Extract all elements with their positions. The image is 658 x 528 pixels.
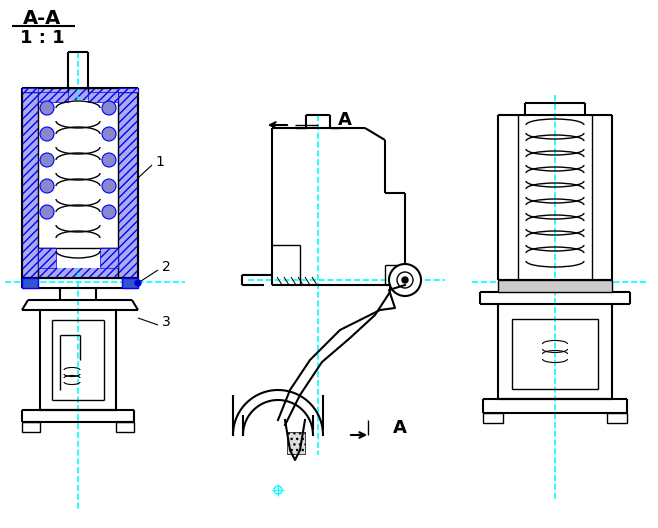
- Circle shape: [102, 179, 116, 193]
- Circle shape: [40, 179, 54, 193]
- Bar: [38, 100, 118, 268]
- Bar: [22, 278, 38, 288]
- Text: 2: 2: [162, 260, 170, 274]
- Bar: [607, 413, 627, 423]
- Circle shape: [135, 280, 141, 286]
- Bar: [118, 88, 138, 92]
- Bar: [22, 88, 38, 92]
- Bar: [22, 422, 40, 432]
- Circle shape: [397, 272, 413, 288]
- Circle shape: [102, 127, 116, 141]
- Bar: [512, 319, 598, 389]
- Text: 3: 3: [162, 315, 170, 329]
- Bar: [498, 280, 612, 292]
- Bar: [40, 310, 116, 410]
- Text: A: A: [338, 111, 352, 129]
- Text: 1 : 1: 1 : 1: [20, 29, 64, 47]
- Circle shape: [102, 153, 116, 167]
- Bar: [116, 422, 134, 432]
- Circle shape: [40, 127, 54, 141]
- Bar: [38, 92, 68, 102]
- Bar: [483, 413, 503, 423]
- Bar: [88, 92, 118, 102]
- Circle shape: [402, 277, 408, 283]
- Bar: [100, 248, 118, 268]
- Bar: [38, 248, 56, 268]
- Bar: [22, 88, 138, 278]
- Circle shape: [40, 153, 54, 167]
- Text: A: A: [393, 419, 407, 437]
- Circle shape: [40, 101, 54, 115]
- Circle shape: [102, 101, 116, 115]
- Bar: [498, 304, 612, 399]
- Circle shape: [389, 264, 421, 296]
- Text: A-A: A-A: [23, 8, 61, 27]
- Bar: [287, 432, 305, 454]
- Circle shape: [102, 205, 116, 219]
- Text: 1: 1: [155, 155, 164, 169]
- Circle shape: [40, 205, 54, 219]
- Bar: [122, 278, 138, 288]
